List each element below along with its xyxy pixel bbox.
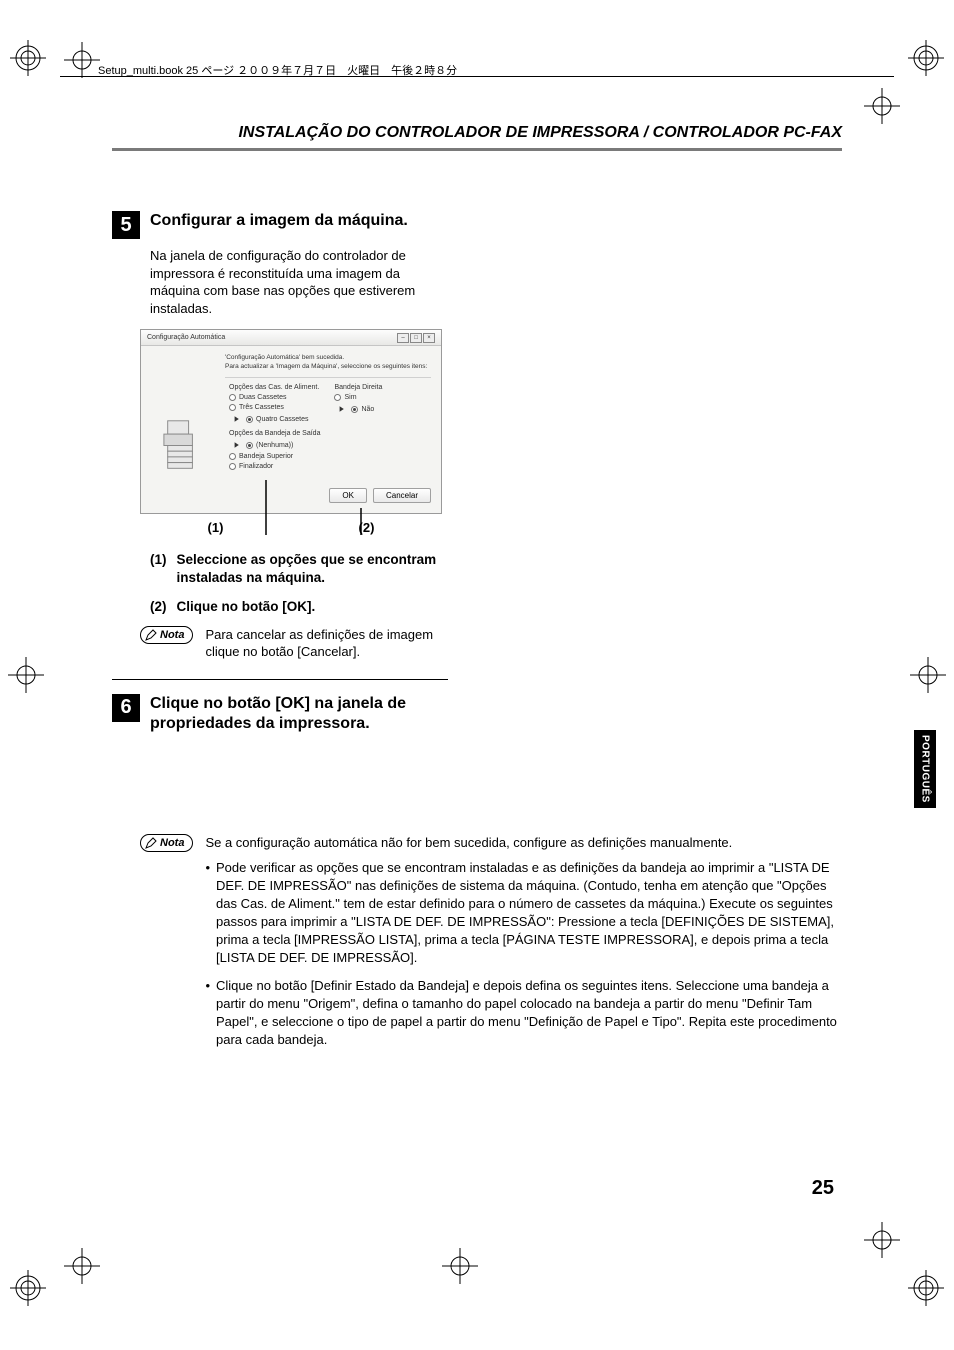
substep-2: (2)Clique no botão [OK]. — [150, 598, 452, 616]
step-5: 5 Configurar a imagem da máquina. — [112, 211, 452, 239]
step-6-number: 6 — [112, 694, 140, 722]
crop-target-tl — [62, 40, 102, 80]
radio-three-cassettes[interactable]: Três Cassetes — [229, 404, 320, 411]
crop-target-bl — [62, 1246, 102, 1286]
register-mark-bl — [6, 1250, 66, 1310]
radio-right-no[interactable]: Não — [334, 404, 382, 414]
page-title: INSTALAÇÃO DO CONTROLADOR DE IMPRESSORA … — [112, 124, 842, 142]
maximize-icon[interactable]: □ — [410, 333, 422, 343]
radio-output-upper[interactable]: Bandeja Superior — [229, 453, 320, 460]
register-mark-tl — [6, 36, 66, 96]
hand-pointer-icon — [334, 404, 348, 414]
radio-four-cassettes[interactable]: Quatro Cassetes — [229, 414, 320, 424]
note-bottom-bullet-2: Clique no botão [Definir Estado da Bande… — [205, 977, 842, 1049]
callout-1-label: (1) — [208, 520, 224, 535]
title-rule — [112, 148, 842, 151]
step-separator — [112, 679, 448, 680]
right-tray-head: Bandeja Direita — [334, 384, 382, 391]
dialog-msg-1: 'Configuração Automática' bem sucedida. — [225, 354, 431, 362]
step-5-description: Na janela de configuração do controlador… — [150, 247, 452, 317]
note-step5: Nota Para cancelar as definições de imag… — [140, 626, 452, 661]
option-group-right-tray: Bandeja Direita Sim Não — [334, 384, 382, 474]
pencil-icon — [145, 837, 157, 849]
option-group-output: Opções da Bandeja de Saída (Nenhuma)) Ba… — [229, 430, 320, 470]
note-step5-text: Para cancelar as definições de imagem cl… — [205, 626, 452, 661]
hand-pointer-icon — [229, 414, 243, 424]
note-bottom-intro: Se a configuração automática não for bem… — [205, 834, 842, 852]
note-bottom: Nota Se a configuração automática não fo… — [140, 834, 842, 1059]
page-number: 25 — [812, 1177, 834, 1200]
crop-target-bc — [440, 1246, 480, 1286]
minimize-icon[interactable]: – — [397, 333, 409, 343]
cassettes-head: Opções das Cas. de Aliment. — [229, 384, 320, 391]
language-tab: PORTUGUÊS — [914, 730, 936, 808]
nota-badge: Nota — [140, 834, 193, 852]
step-5-number: 5 — [112, 211, 140, 239]
radio-two-cassettes[interactable]: Duas Cassetes — [229, 394, 320, 401]
callout-2-label: (2) — [359, 520, 375, 535]
crop-target-ml — [6, 655, 46, 695]
printer-icon — [162, 417, 200, 474]
pencil-icon — [145, 629, 157, 641]
auto-config-dialog: Configuração Automática – □ × 'Configura… — [140, 329, 442, 514]
hand-pointer-icon — [229, 440, 243, 450]
substep-1: (1)Seleccione as opções que se encontram… — [150, 551, 452, 587]
step-6-title: Clique no botão [OK] na janela de propri… — [150, 694, 452, 734]
close-icon[interactable]: × — [423, 333, 435, 343]
output-head: Opções da Bandeja de Saída — [229, 430, 320, 437]
ok-button[interactable]: OK — [329, 488, 367, 503]
step-5-title: Configurar a imagem da máquina. — [150, 211, 408, 231]
running-head-rule — [60, 76, 894, 77]
crop-target-mr — [908, 655, 948, 695]
dialog-msg-2: Para actualizar a 'Imagem da Máquina', s… — [225, 363, 431, 371]
cancel-button[interactable]: Cancelar — [373, 488, 431, 503]
radio-right-yes[interactable]: Sim — [334, 394, 382, 401]
radio-output-none[interactable]: (Nenhuma)) — [229, 440, 320, 450]
window-buttons: – □ × — [397, 333, 435, 343]
crop-target-tr — [862, 86, 902, 126]
note-bottom-bullet-1: Pode verificar as opções que se encontra… — [205, 859, 842, 967]
step-6: 6 Clique no botão [OK] na janela de prop… — [112, 694, 452, 734]
dialog-separator — [225, 377, 431, 378]
radio-output-finisher[interactable]: Finalizador — [229, 463, 320, 470]
option-group-cassettes: Opções das Cas. de Aliment. Duas Cassete… — [229, 384, 320, 424]
dialog-title: Configuração Automática — [147, 334, 225, 341]
printer-preview — [151, 384, 211, 474]
nota-badge: Nota — [140, 626, 193, 644]
crop-target-br — [862, 1220, 902, 1260]
